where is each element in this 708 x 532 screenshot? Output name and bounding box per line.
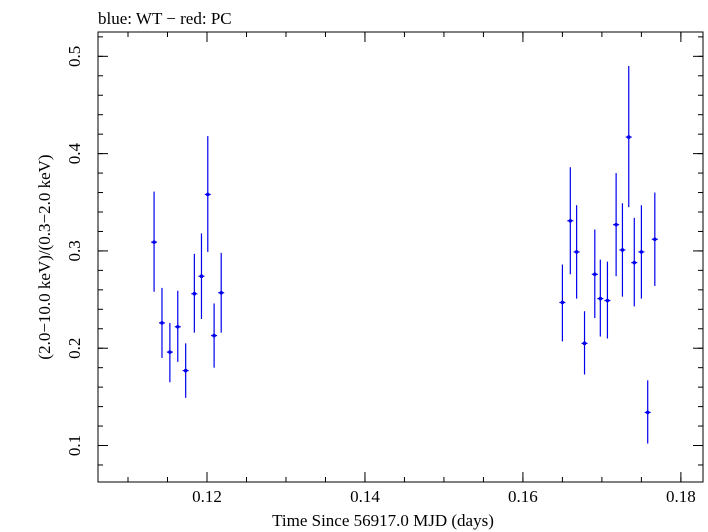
point-marker — [212, 333, 216, 338]
y-axis-label: (2.0−10.0 keV)/(0.3−2.0 keV) — [35, 154, 54, 359]
y-tick-label: 0.1 — [65, 435, 84, 456]
y-tick-label: 0.5 — [65, 46, 84, 67]
point-marker — [568, 218, 573, 223]
point-marker — [192, 291, 197, 296]
data-point — [158, 287, 165, 358]
data-point — [638, 205, 645, 299]
data-point — [597, 259, 604, 337]
data-point — [559, 264, 566, 342]
point-marker — [199, 274, 204, 279]
point-marker — [582, 341, 587, 346]
data-point — [619, 203, 626, 297]
data-point — [218, 252, 225, 333]
data-point — [613, 173, 620, 277]
point-marker — [605, 298, 610, 303]
point-marker — [152, 240, 156, 244]
data-point — [651, 192, 658, 286]
point-marker — [639, 250, 644, 254]
y-tick-label: 0.2 — [65, 338, 84, 359]
y-tick-label: 0.4 — [65, 142, 84, 164]
data-point — [581, 311, 588, 375]
data-point — [182, 343, 189, 398]
data-point — [166, 322, 173, 383]
data-point — [211, 303, 218, 368]
chart-title: blue: WT − red: PC — [98, 9, 232, 28]
point-marker — [168, 350, 172, 354]
point-marker — [219, 290, 224, 295]
data-point — [644, 380, 651, 444]
plot-frame — [97, 31, 704, 483]
x-tick-label: 0.18 — [666, 487, 696, 506]
data-point — [151, 191, 158, 292]
point-marker — [620, 248, 625, 252]
data-point — [631, 217, 638, 307]
data-point — [567, 167, 574, 275]
data-point — [625, 66, 632, 208]
point-marker — [183, 368, 188, 373]
data-point — [573, 205, 580, 299]
point-marker — [614, 222, 618, 227]
data-point — [198, 233, 205, 320]
x-tick-label: 0.14 — [350, 487, 380, 506]
x-axis-label: Time Since 56917.0 MJD (days) — [272, 511, 494, 530]
point-marker — [598, 296, 603, 301]
data-point — [604, 261, 611, 339]
point-marker — [205, 192, 210, 197]
point-marker — [560, 300, 565, 305]
point-marker — [626, 135, 631, 139]
data-point — [591, 229, 598, 319]
x-axis: 0.12 0.14 0.16 0.18 — [127, 32, 696, 506]
point-marker — [175, 325, 180, 329]
point-marker — [632, 260, 637, 265]
data-point — [174, 290, 181, 362]
point-marker — [653, 237, 657, 242]
point-marker — [160, 321, 164, 325]
x-tick-label: 0.16 — [508, 487, 538, 506]
y-axis: 0.1 0.2 0.3 0.4 0.5 — [65, 36, 703, 466]
point-marker — [592, 272, 597, 277]
y-tick-label: 0.3 — [65, 240, 84, 261]
data-points — [151, 66, 658, 444]
point-marker — [645, 410, 650, 415]
point-marker — [574, 250, 579, 254]
data-point — [204, 136, 211, 252]
data-point — [191, 253, 198, 333]
x-tick-label: 0.12 — [192, 487, 222, 506]
